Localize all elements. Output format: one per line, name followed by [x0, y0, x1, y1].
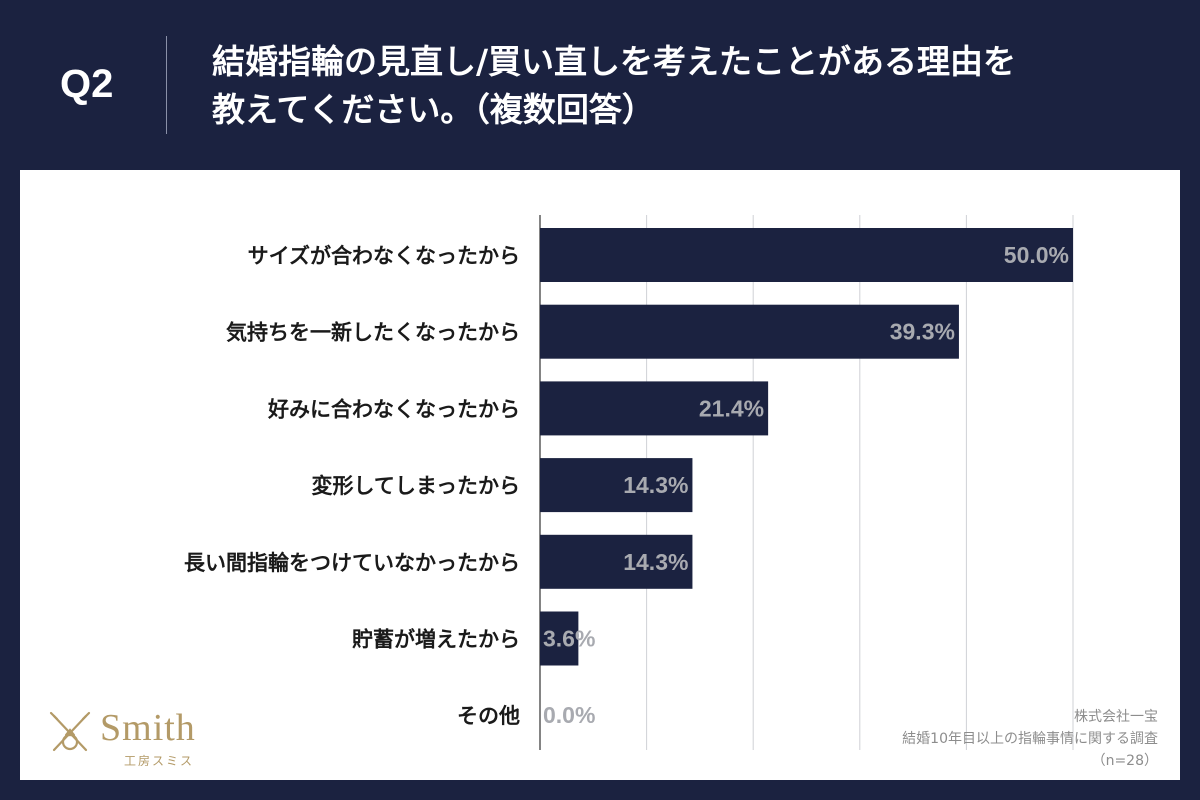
value-label: 21.4%	[699, 395, 764, 421]
source-company: 株式会社一宝	[1074, 709, 1158, 725]
logo-name: Smith	[100, 707, 196, 749]
value-label: 14.3%	[623, 549, 688, 575]
brand-logo: Smith 工房スミス	[46, 704, 246, 774]
category-label: 変形してしまったから	[311, 474, 520, 498]
question-title-line1: 結婚指輪の見直し/買い直しを考えたことがある理由を	[212, 42, 1017, 81]
value-label: 14.3%	[623, 472, 688, 498]
source-note: 株式会社一宝 結婚10年目以上の指輪事情に関する調査 （n=28）	[902, 706, 1158, 772]
header: Q2 結婚指輪の見直し/買い直しを考えたことがある理由を 教えてください。（複数…	[0, 0, 1200, 170]
category-label: サイズが合わなくなったから	[248, 244, 520, 268]
question-title: 結婚指輪の見直し/買い直しを考えたことがある理由を 教えてください。（複数回答）	[212, 38, 1172, 134]
bar	[540, 381, 769, 436]
category-label: 好みに合わなくなったから	[267, 397, 520, 421]
source-sample: （n=28）	[1091, 753, 1158, 769]
source-survey: 結婚10年目以上の指輪事情に関する調査	[902, 731, 1158, 747]
value-label: 0.0%	[543, 702, 595, 728]
bar	[540, 534, 693, 589]
bar	[540, 304, 959, 359]
bar	[540, 228, 1073, 282]
header-divider	[166, 36, 167, 134]
logo-subtitle: 工房スミス	[124, 754, 195, 768]
category-label: その他	[457, 704, 520, 728]
value-label: 3.6%	[543, 626, 595, 652]
question-title-line2: 教えてください。（複数回答）	[212, 90, 655, 129]
bar	[540, 611, 579, 666]
category-label: 気持ちを一新したくなったから	[226, 321, 520, 345]
value-label: 39.3%	[890, 319, 955, 345]
question-label: Q2	[60, 62, 114, 106]
ring-tools-icon	[49, 711, 91, 752]
bar-chart: サイズが合わなくなったから 50.0% 気持ちを一新したくなったから 39.3% 好みに…	[184, 215, 1074, 750]
category-label: 長い間指輪をつけていなかったから	[184, 551, 520, 575]
bar	[540, 458, 693, 513]
value-label: 50.0%	[1004, 242, 1069, 268]
chart-panel: サイズが合わなくなったから 50.0% 気持ちを一新したくなったから 39.3% 好みに…	[20, 170, 1180, 780]
category-label: 貯蓄が増えたから	[352, 628, 520, 652]
